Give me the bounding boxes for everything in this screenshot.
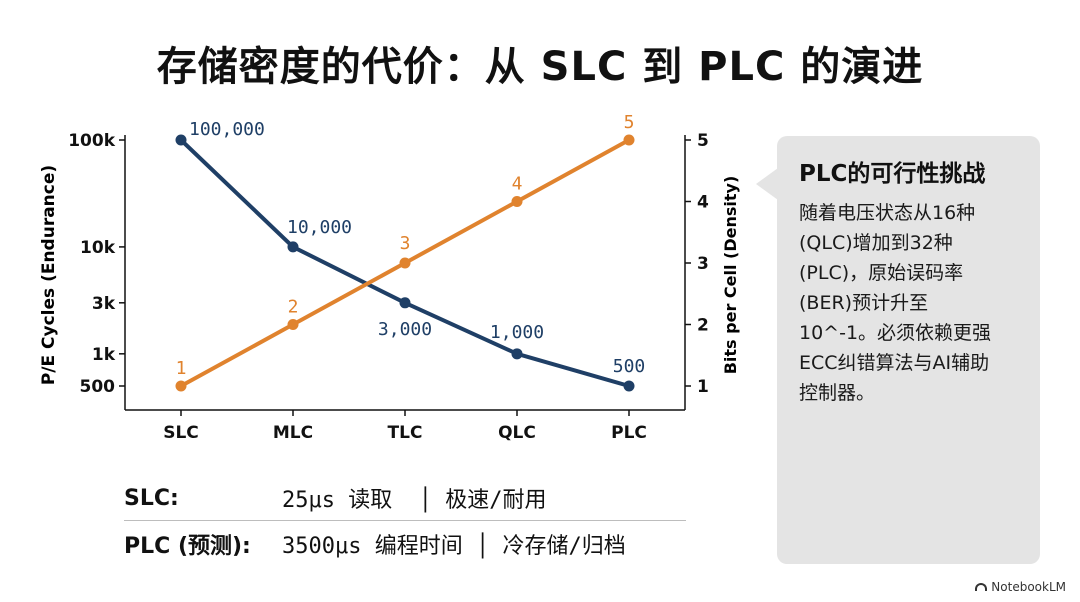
x-tick-label: SLC [163,423,199,443]
x-tick-label: QLC [498,423,536,443]
y-right-tick-label: 4 [697,193,709,213]
y-left-tick-label: 10k [80,238,116,258]
y-right-tick-label: 2 [697,316,709,336]
callout-body: 随着电压状态从16种 (QLC)增加到32种 (PLC)，原始误码率 (BER)… [799,202,992,404]
endurance-data-label: 500 [613,356,646,377]
endurance-point [287,241,299,253]
density-point [287,319,299,330]
chart-points [175,134,635,392]
density-data-label: 4 [512,174,523,195]
y-right-tick-label: 3 [697,254,709,274]
callout-panel: PLC的可行性挑战 随着电压状态从16种 (QLC)增加到32种 (PLC)，原… [777,136,1040,564]
brand-watermark: NotebookLM [975,580,1066,594]
info-row-value: 25μs 读取 │ 极速/耐用 [282,488,547,513]
chart-ticks: 500 1k 3k 10k 100k 1 2 3 4 5 SLC MLC TLC QLC PLC [68,131,709,443]
y-right-tick-label: 5 [697,131,709,151]
notebooklm-logo-icon [975,583,988,591]
brand-name: NotebookLM [991,580,1066,594]
density-point [175,380,187,392]
info-row-plc: PLC (预测): 3500μs 编程时间 │ 冷存储/归档 [124,522,686,566]
y-left-tick-label: 3k [92,294,116,314]
endurance-point [175,134,187,146]
endurance-point [511,348,523,360]
chart-data-labels: 100,000 10,000 3,000 1,000 500 1 2 3 4 5 [176,112,646,379]
density-data-label: 2 [288,297,299,318]
density-point [511,196,523,207]
info-row-value: 3500μs 编程时间 │ 冷存储/归档 [282,534,626,559]
y-left-tick-label: 500 [80,377,116,397]
y-axis-right-label: Bits per Cell (Density) [721,176,740,375]
endurance-point [399,297,411,309]
callout-title: PLC的可行性挑战 [799,161,986,187]
endurance-data-label: 3,000 [378,319,432,340]
endurance-density-chart: 500 1k 3k 10k 100k 1 2 3 4 5 SLC MLC TLC QLC PLC 100,0… [39,112,740,443]
info-row-label: PLC (预测): [124,534,251,559]
info-row-slc: SLC: 25μs 读取 │ 极速/耐用 [124,476,686,521]
density-point [623,134,635,146]
info-row-label: SLC: [124,485,179,511]
callout-pointer [756,168,778,200]
endurance-data-label: 1,000 [490,322,544,343]
y-axis-left-label: P/E Cycles (Endurance) [39,165,59,385]
endurance-data-label: 10,000 [287,217,352,238]
density-data-label: 1 [176,358,187,379]
density-point [399,257,411,269]
endurance-point [623,380,635,392]
y-right-tick-label: 1 [697,377,709,397]
density-data-label: 5 [624,112,635,133]
y-left-tick-label: 1k [92,345,116,365]
density-data-label: 3 [400,233,411,254]
x-tick-label: TLC [388,423,423,443]
x-tick-label: MLC [273,423,313,443]
page-title: 存储密度的代价：从 SLC 到 PLC 的演进 [156,44,924,90]
y-left-tick-label: 100k [68,131,115,151]
endurance-data-label: 100,000 [189,119,265,140]
x-tick-label: PLC [611,423,647,443]
